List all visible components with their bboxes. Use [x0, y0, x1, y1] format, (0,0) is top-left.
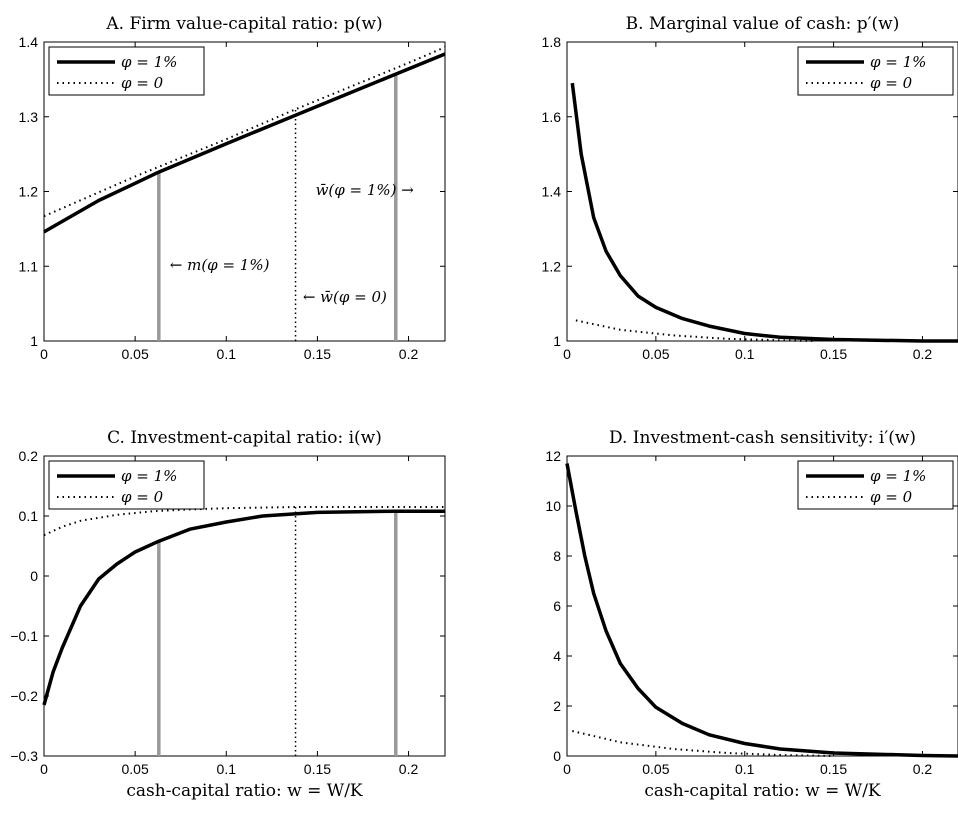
x-tick-label: 0.2: [913, 346, 933, 362]
y-tick-label: −0.1: [10, 628, 38, 644]
chart-title: B. Marginal value of cash: p′(w): [626, 14, 900, 34]
y-tick-label: 6: [553, 598, 561, 614]
legend-label: φ = 0: [870, 488, 913, 506]
legend: φ = 1% φ = 0: [797, 46, 954, 96]
x-tick-label: 0.05: [122, 346, 149, 362]
chart-title: A. Firm value-capital ratio: p(w): [105, 14, 382, 34]
x-tick-label: 0: [40, 761, 48, 777]
x-tick-label: 0.1: [217, 761, 237, 777]
y-tick-label: 0: [553, 748, 561, 764]
annotation: ← w̄(φ = 0): [303, 288, 387, 306]
y-tick-label: 2: [553, 698, 561, 714]
x-tick-label: 0.2: [399, 346, 419, 362]
x-tick-label: 0.1: [735, 761, 755, 777]
x-tick-label: 0: [40, 346, 48, 362]
chart-title: C. Investment-capital ratio: i(w): [107, 428, 382, 448]
x-tick-label: 0: [563, 346, 571, 362]
series-line-phi-0: [43, 46, 446, 218]
legend-box: [797, 460, 954, 510]
legend-label: φ = 1%: [121, 467, 177, 485]
y-tick-label: 1.2: [19, 184, 39, 200]
chart-panel-4: D. Investment-cash sensitivity: i′(w) 0 0.…: [545, 428, 958, 801]
x-tick-label: 0.05: [642, 346, 669, 362]
legend-box: [797, 46, 954, 96]
legend: φ = 1% φ = 0: [48, 460, 205, 510]
legend-label: φ = 0: [121, 488, 164, 506]
x-tick-label: 0.05: [642, 761, 669, 777]
annotation: w̄(φ = 1%) →: [316, 181, 415, 199]
legend-label: φ = 0: [121, 74, 164, 92]
x-tick-label: 0.2: [399, 761, 419, 777]
legend: φ = 1% φ = 0: [48, 46, 205, 96]
y-tick-label: 0: [30, 568, 38, 584]
y-tick-label: 4: [553, 648, 561, 664]
x-tick-label: 0.05: [122, 761, 149, 777]
legend-label: φ = 1%: [870, 53, 926, 71]
chart-panel-1: A. Firm value-capital ratio: p(w) 0 0.05 0.…: [19, 14, 446, 362]
chart-panel-3: C. Investment-capital ratio: i(w) 0 0.05 0.…: [10, 428, 446, 801]
y-tick-label: 1.1: [19, 258, 39, 274]
x-axis-label: cash-capital ratio: w = W/K: [126, 781, 363, 801]
y-tick-label: 1.3: [19, 109, 39, 125]
x-tick-label: 0.1: [217, 346, 237, 362]
series-line-phi-0: [43, 506, 445, 537]
legend-box: [48, 46, 205, 96]
y-tick-label: 0.1: [19, 508, 39, 524]
y-tick-label: 1.2: [542, 258, 562, 274]
annotation: ← m(φ = 1%): [170, 256, 270, 274]
x-tick-label: 0.15: [304, 761, 331, 777]
y-tick-label: 8: [553, 548, 561, 564]
x-axis-label: cash-capital ratio: w = W/K: [644, 781, 881, 801]
y-tick-label: 1.4: [19, 34, 39, 50]
x-tick-label: 0.15: [304, 346, 331, 362]
y-tick-label: 1.4: [542, 184, 562, 200]
y-tick-label: −0.3: [10, 748, 38, 764]
y-tick-label: 1: [30, 333, 38, 349]
y-tick-label: 10: [545, 498, 561, 514]
series-line-phi-1pct: [42, 509, 445, 706]
y-tick-label: 0.2: [19, 448, 39, 464]
plot-area: [43, 455, 446, 757]
series-line-phi-1pct: [43, 52, 446, 234]
x-tick-label: 0.15: [820, 761, 847, 777]
x-tick-label: 0: [563, 761, 571, 777]
series-line-phi-0: [572, 730, 834, 757]
y-tick-label: 1.6: [542, 109, 562, 125]
legend-label: φ = 1%: [121, 53, 177, 71]
x-tick-label: 0.2: [913, 761, 933, 777]
y-tick-label: 1: [553, 333, 561, 349]
legend: φ = 1% φ = 0: [797, 460, 954, 510]
y-tick-label: 12: [545, 448, 561, 464]
legend-label: φ = 0: [870, 74, 913, 92]
y-tick-label: −0.2: [10, 688, 38, 704]
chart-panel-2: B. Marginal value of cash: p′(w) 0 0.05 0.1…: [542, 14, 958, 362]
legend-label: φ = 1%: [870, 467, 926, 485]
x-tick-label: 0.1: [735, 346, 755, 362]
series-line-phi-1pct: [570, 82, 958, 343]
chart-title: D. Investment-cash sensitivity: i′(w): [609, 428, 916, 448]
y-tick-label: 1.8: [542, 34, 562, 50]
series-line-phi-1pct: [565, 463, 958, 758]
legend-box: [48, 460, 205, 510]
x-tick-label: 0.15: [820, 346, 847, 362]
